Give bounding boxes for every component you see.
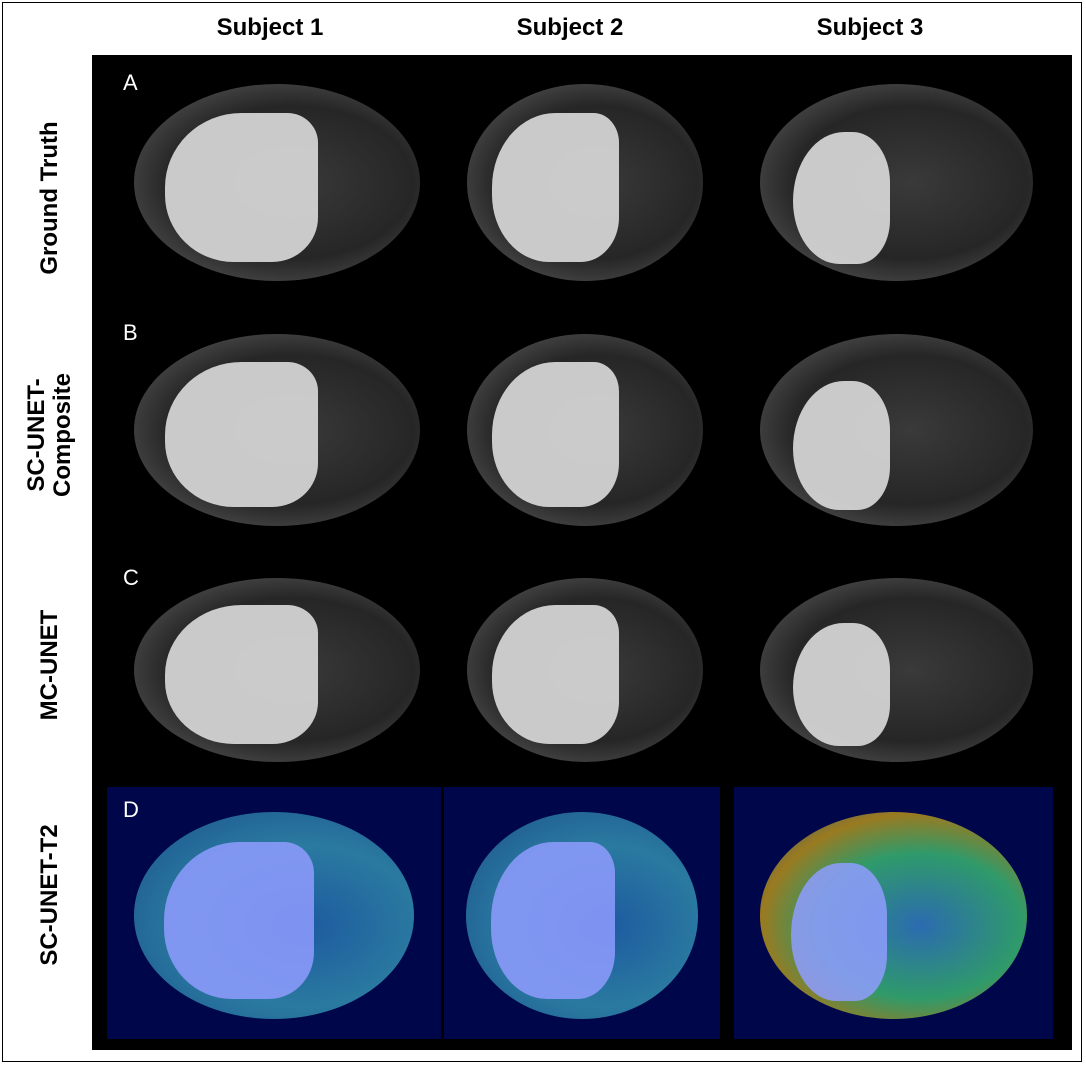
column-header-subject-2: Subject 2 <box>516 14 624 41</box>
scan-image: A <box>107 60 447 300</box>
scan-image <box>734 555 1059 780</box>
liver-segmentation-overlay <box>164 604 318 744</box>
liver-segmentation-overlay <box>164 361 318 508</box>
row-label-mc-unet: MC-UNET <box>36 609 63 721</box>
row-label-ground-truth: Ground Truth <box>36 121 63 275</box>
liver-segmentation-overlay <box>490 842 616 999</box>
scan-image: B <box>107 310 447 545</box>
row-label-sc-unet-composite: SC-UNET- Composite <box>23 372 76 498</box>
liver-segmentation-overlay <box>491 112 619 262</box>
liver-segmentation-overlay <box>491 604 619 744</box>
scan-image <box>444 60 726 300</box>
liver-segmentation-overlay <box>792 622 890 747</box>
scan-image <box>734 310 1059 545</box>
panel-letter: B <box>123 320 138 345</box>
liver-segmentation-overlay <box>491 361 619 508</box>
panel-letter: C <box>123 565 139 590</box>
scan-image <box>734 787 1053 1039</box>
scan-image <box>734 60 1059 300</box>
column-header-subject-1: Subject 1 <box>216 14 324 41</box>
liver-segmentation-overlay <box>792 380 890 510</box>
panel-letter: A <box>123 70 138 95</box>
liver-segmentation-overlay <box>164 112 318 262</box>
scan-image: C <box>107 555 447 780</box>
image-grid: A B C D <box>92 55 1072 1050</box>
liver-segmentation-overlay <box>163 842 315 999</box>
scan-image <box>444 555 726 780</box>
scan-image: D <box>107 787 441 1039</box>
liver-segmentation-overlay <box>791 862 888 1002</box>
liver-segmentation-overlay <box>792 132 890 264</box>
row-label-sc-unet-t2: SC-UNET-T2 <box>36 824 63 966</box>
scan-image <box>444 310 726 545</box>
scan-image <box>444 787 720 1039</box>
panel-letter: D <box>123 797 139 822</box>
column-header-subject-3: Subject 3 <box>816 14 924 41</box>
